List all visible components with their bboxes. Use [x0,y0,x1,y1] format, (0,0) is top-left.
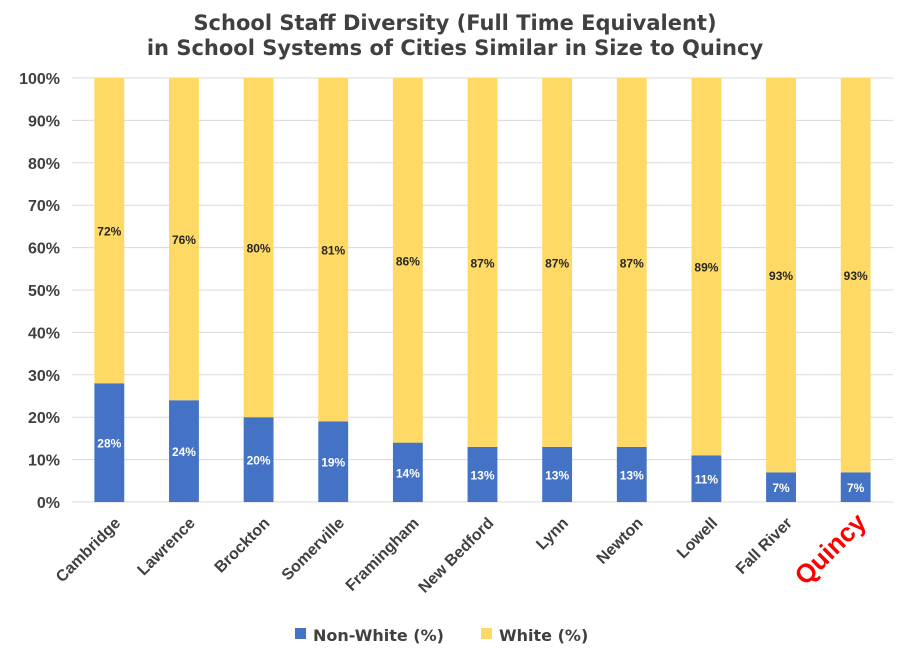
bar-non-white-lawrence [169,400,199,502]
y-tick-label: 70% [28,198,60,215]
data-label-non-white-lawrence: 24% [172,445,196,459]
chart-title-line-1: School Staff Diversity (Full Time Equiva… [193,11,716,35]
y-tick-label: 30% [28,368,60,385]
data-label-white-lawrence: 76% [172,233,196,247]
bar-non-white-brockton [243,417,274,502]
data-label-white-somerville: 81% [321,244,345,258]
bar-white-brockton [243,78,274,418]
bar-non-white-cambridge [94,383,125,502]
bar-white-new-bedford [467,78,498,447]
x-tick-label-lynn: Lynn [533,515,572,554]
y-tick-label: 80% [28,156,60,173]
data-label-white-fall-river: 93% [769,269,793,283]
bar-non-white-framingham [392,442,423,502]
x-tick-label-newton: Newton [594,515,647,568]
bar-white-lynn [542,78,573,447]
legend-swatch-white [481,628,492,639]
y-tick-label: 60% [28,241,60,258]
data-label-white-lynn: 87% [545,256,569,270]
x-tick-label-fall-river: Fall River [733,515,796,578]
x-tick-label-somerville: Somerville [279,515,348,584]
bar-white-quincy [840,78,871,473]
data-label-non-white-lynn: 13% [545,468,569,482]
legend-swatch-non-white [295,628,306,639]
x-tick-label-quincy: Quincy [788,507,872,591]
bar-white-lowell [691,78,722,456]
x-tick-label-cambridge: Cambridge [53,515,124,586]
bar-non-white-somerville [318,421,349,502]
y-tick-label: 40% [28,325,60,342]
data-label-non-white-newton: 13% [620,468,644,482]
data-label-white-brockton: 80% [247,242,271,256]
data-label-non-white-somerville: 19% [321,456,345,470]
data-label-white-newton: 87% [620,256,644,270]
x-tick-label-framingham: Framingham [343,515,423,595]
bar-non-white-new-bedford [467,446,498,502]
bar-non-white-newton [616,446,647,502]
bar-white-lawrence [169,78,199,401]
x-axis: Cambridge Lawrence Brockton SomervilleFrami… [53,507,872,597]
bar-white-framingham [392,78,423,443]
data-label-non-white-framingham: 14% [396,466,420,480]
x-tick-label-new-bedford: New Bedford [416,515,498,597]
x-tick-label-brockton: Brockton [212,515,274,577]
x-tick-label-lowell: Lowell [674,515,721,562]
bar-white-fall-river [766,78,796,473]
bar-non-white-lynn [542,446,573,502]
data-label-white-new-bedford: 87% [470,256,494,270]
y-tick-label: 0% [37,495,60,512]
data-label-non-white-lowell: 11% [695,473,719,487]
data-label-white-cambridge: 72% [97,225,121,239]
legend: Non-White (%) White (%) [295,626,588,645]
data-label-white-framingham: 86% [396,254,420,268]
y-tick-label: 20% [28,410,60,427]
legend-label-white: White (%) [499,626,588,645]
data-label-non-white-fall-river: 7% [772,481,790,495]
bar-white-newton [616,78,647,447]
y-axis: 0% 10% 20% 30% 40% 50% 60% 70% 80% 90% 100% [19,71,60,512]
bar-non-white-fall-river [766,472,796,502]
data-label-white-lowell: 89% [694,261,718,275]
bar-non-white-lowell [691,455,722,502]
y-tick-label: 50% [28,283,60,300]
data-label-non-white-cambridge: 28% [97,437,121,451]
bar-white-cambridge [94,78,125,384]
data-label-white-quincy: 93% [844,269,868,283]
bars: 28% 72% 24% 76% 20% 80% 19% 81% 14% 86% 13% 87% 13% 8… [94,78,871,502]
chart-title-line-2: in School Systems of Cities Similar in S… [147,36,764,60]
x-tick-label-lawrence: Lawrence [135,515,199,579]
legend-label-non-white: Non-White (%) [313,626,444,645]
y-tick-label: 90% [28,113,60,130]
data-label-non-white-brockton: 20% [247,454,271,468]
y-tick-label: 100% [19,71,60,88]
data-label-non-white-quincy: 7% [847,481,865,495]
data-label-non-white-new-bedford: 13% [470,468,494,482]
bar-white-somerville [318,78,349,422]
y-tick-label: 10% [28,453,60,470]
bar-non-white-quincy [840,472,871,502]
